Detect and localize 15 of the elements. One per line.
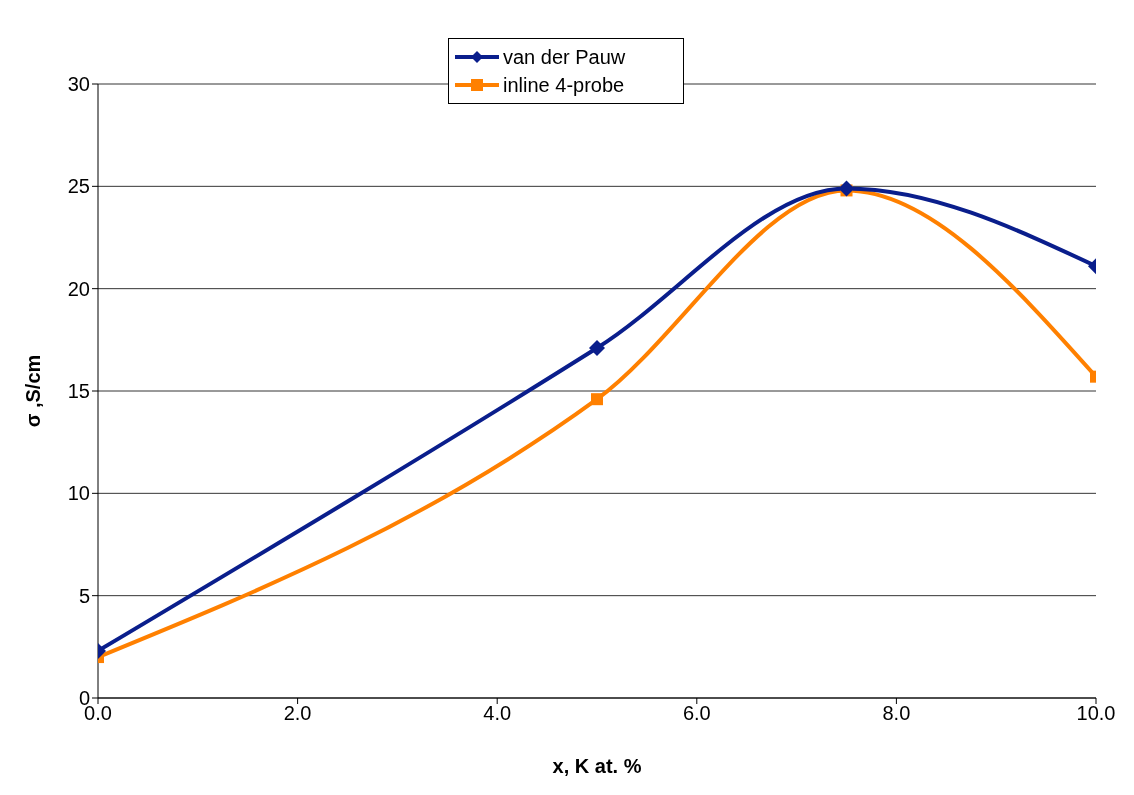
y-axis-title: σ ,S/cm xyxy=(22,354,45,428)
x-tick-label: 2.0 xyxy=(283,702,312,725)
y-tick-label: 30 xyxy=(67,73,90,96)
x-tick-label: 8.0 xyxy=(882,702,911,725)
x-tick-label: 4.0 xyxy=(483,702,512,725)
legend-label: van der Pauw xyxy=(503,45,626,70)
x-tick-label: 10.0 xyxy=(1076,702,1116,725)
y-tick-label: 25 xyxy=(67,175,90,198)
x-axis-title: x, K at. % xyxy=(552,755,642,777)
x-tick-label: 6.0 xyxy=(682,702,711,725)
y-tick-label: 15 xyxy=(67,380,90,403)
legend-label: inline 4-probe xyxy=(503,73,625,98)
y-tick-label: 10 xyxy=(67,482,90,505)
y-tick-label: 5 xyxy=(78,584,90,607)
y-tick-label: 20 xyxy=(67,277,90,300)
